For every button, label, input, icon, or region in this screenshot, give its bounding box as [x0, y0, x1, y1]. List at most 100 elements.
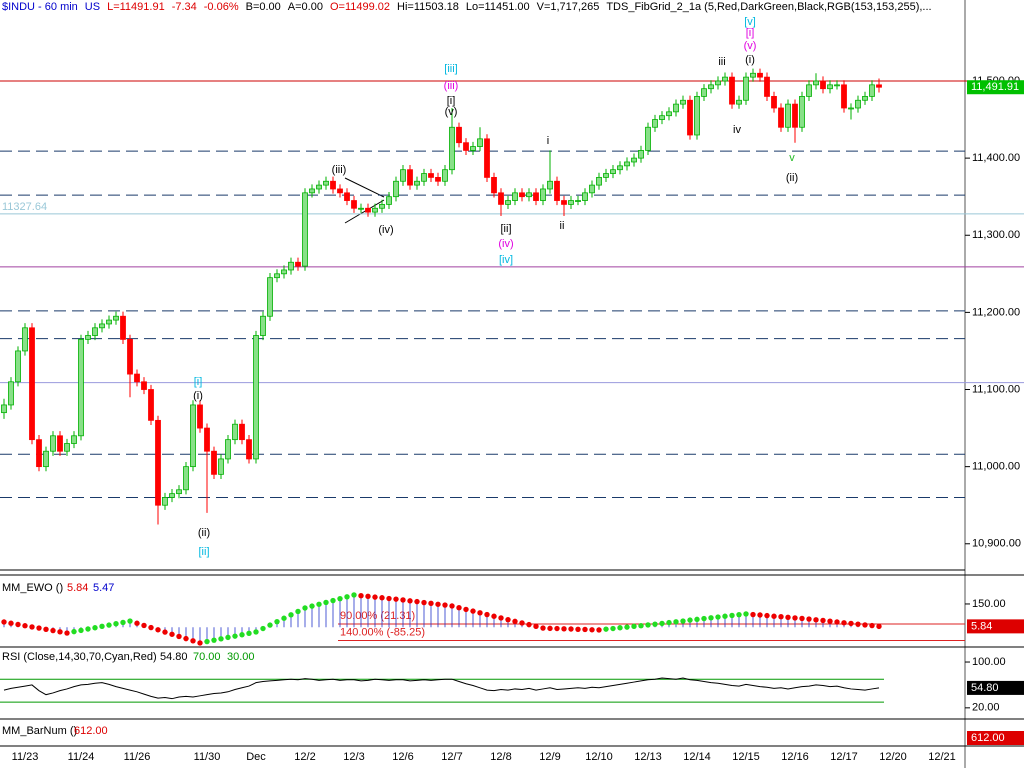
ewo-dot — [491, 613, 497, 619]
candle-body — [169, 493, 175, 498]
candle-body — [414, 180, 420, 186]
ewo-dot — [106, 622, 112, 628]
candle-body — [575, 200, 581, 202]
ewo-dot — [295, 608, 301, 615]
ewo-dot — [624, 624, 630, 630]
ewo-dot — [218, 636, 224, 642]
ewo-dot — [337, 595, 343, 602]
x-tick-label: 12/6 — [392, 751, 413, 763]
wave-label: (i) — [193, 390, 203, 402]
wave-label: [i] — [447, 95, 456, 107]
y-tick-label: 11,300.00 — [972, 229, 1020, 241]
ewo-dot — [813, 617, 819, 623]
candle-body — [834, 84, 840, 87]
last-price-box — [967, 80, 1024, 95]
x-tick-label: 12/16 — [781, 751, 809, 763]
candle-body — [554, 180, 560, 201]
candle-body — [134, 373, 140, 383]
candle-body — [778, 107, 784, 128]
candle-body — [176, 489, 182, 495]
ewo-dot — [92, 625, 98, 631]
candle-body — [855, 99, 861, 109]
candle-body — [722, 76, 728, 82]
candle-body — [204, 427, 210, 452]
ewo-dot — [736, 611, 742, 618]
candle-body — [99, 323, 105, 329]
ewo-dot — [743, 611, 749, 617]
candle-body — [302, 192, 308, 267]
candle-body — [463, 142, 469, 151]
wave-label: (ii) — [198, 527, 210, 539]
wave-label: ii — [560, 220, 565, 232]
candle-body — [526, 192, 532, 198]
ewo-dot — [834, 619, 840, 625]
value-box — [967, 680, 1024, 695]
ewo-dot — [596, 627, 602, 633]
candle-body — [764, 76, 770, 97]
ewo-dot — [64, 630, 70, 636]
wave-label: [i] — [746, 27, 755, 39]
candle-body — [281, 269, 287, 275]
ewo-dot — [113, 621, 119, 627]
x-tick-label: 12/9 — [539, 751, 560, 763]
ewo-dot — [274, 618, 280, 625]
candle-body — [358, 207, 364, 210]
x-tick-label: 11/23 — [12, 751, 39, 763]
x-tick-label: 11/26 — [124, 751, 151, 763]
x-tick-label: 12/15 — [732, 751, 760, 763]
ewo-dot — [750, 611, 756, 618]
candle-body — [456, 126, 462, 144]
header-field: -0.06% — [203, 1, 239, 13]
wave-label: [iv] — [499, 254, 513, 266]
ewo-dot — [365, 593, 371, 600]
candle-body — [505, 200, 511, 205]
y-tick-label: 20.00 — [972, 702, 1000, 714]
ewo-dot — [841, 620, 847, 626]
candle-body — [316, 184, 322, 190]
ewo-dot — [561, 626, 567, 632]
wave-label: [ii] — [199, 546, 210, 558]
ewo-dot — [421, 599, 427, 606]
y-tick-label: 11,000.00 — [972, 461, 1020, 473]
wave-label: [ii] — [501, 223, 512, 235]
ewo-dot — [246, 630, 252, 637]
candle-body — [785, 103, 791, 128]
ewo-dot — [449, 603, 455, 609]
ewo-dot — [127, 618, 133, 624]
wave-label: (i) — [745, 54, 755, 66]
candle-body — [869, 84, 875, 97]
candle-body — [750, 72, 756, 78]
candle-body — [568, 200, 574, 205]
header-field: B=0.00 — [245, 1, 281, 13]
panel-title: MM_BarNum () — [2, 725, 77, 737]
ewo-dot — [197, 640, 203, 646]
candle-body — [799, 96, 805, 128]
ewo-dot — [57, 629, 63, 635]
ewo-dot — [792, 615, 798, 621]
candle-body — [295, 261, 301, 267]
candle-body — [680, 99, 686, 105]
candle-body — [624, 161, 630, 167]
last-price-label: 11,491.91 — [971, 81, 1019, 93]
ewo-dot — [1, 619, 7, 625]
ewo-dot — [715, 614, 721, 620]
header-field: Lo=11451.00 — [465, 1, 530, 13]
ewo-dot — [771, 613, 777, 619]
candle-body — [288, 261, 294, 271]
candle-body — [652, 119, 658, 128]
candle-body — [547, 180, 553, 190]
value-box — [967, 619, 1024, 634]
candle-body — [1, 404, 7, 414]
wave-label: (iv) — [378, 224, 393, 236]
ewo-dot — [463, 606, 469, 613]
candle-body — [435, 177, 441, 182]
ewo-dot — [190, 638, 196, 644]
ewo-dot — [29, 624, 35, 630]
ewo-dot — [169, 631, 175, 637]
ewo-dot — [820, 617, 826, 624]
ewo-dot — [428, 600, 434, 607]
candle-body — [197, 404, 203, 429]
ewo-dot — [799, 615, 805, 622]
ewo-dot — [400, 597, 406, 603]
fib-level-label: 140.00% (-85.25) — [340, 626, 425, 638]
